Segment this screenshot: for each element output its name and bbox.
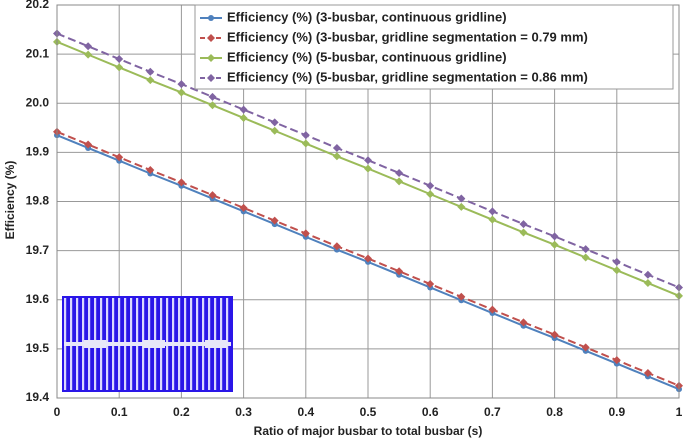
inset-image — [62, 296, 233, 392]
marker — [643, 270, 652, 279]
marker — [239, 113, 248, 122]
marker — [115, 153, 124, 162]
marker — [612, 356, 621, 365]
marker — [395, 177, 404, 186]
marker — [177, 178, 186, 187]
marker — [301, 229, 310, 238]
marker — [519, 220, 528, 229]
marker — [426, 181, 435, 190]
marker — [364, 156, 372, 165]
y-tick-label: 19.5 — [26, 341, 50, 355]
marker — [270, 216, 279, 225]
marker — [488, 305, 497, 314]
y-tick-label: 19.9 — [26, 145, 50, 159]
marker — [239, 203, 248, 212]
marker — [208, 191, 217, 200]
marker — [146, 166, 155, 175]
y-tick-label: 19.7 — [26, 243, 50, 257]
marker — [270, 126, 279, 135]
legend-marker — [207, 54, 215, 62]
marker — [239, 105, 248, 114]
marker — [519, 228, 528, 237]
marker — [395, 169, 404, 178]
marker — [550, 330, 559, 339]
marker — [177, 80, 186, 89]
marker — [115, 63, 124, 72]
plot — [53, 29, 683, 393]
marker — [208, 92, 217, 101]
series-line — [56, 32, 680, 289]
series-line — [56, 130, 680, 387]
x-tick-label: 0.3 — [235, 405, 252, 419]
marker — [146, 67, 155, 76]
marker — [84, 42, 93, 51]
marker — [581, 343, 590, 352]
y-tick-label: 20.0 — [26, 95, 50, 109]
marker — [115, 55, 124, 64]
legend-label: Efficiency (%) (3-busbar, continuous gri… — [227, 9, 507, 24]
legend-marker — [208, 15, 214, 21]
x-tick-label: 0 — [54, 405, 61, 419]
marker — [519, 318, 528, 327]
y-tick-label: 19.6 — [26, 292, 50, 306]
marker — [581, 253, 590, 262]
marker — [550, 232, 559, 241]
x-tick-label: 0.6 — [422, 405, 439, 419]
marker — [84, 140, 93, 149]
legend-label: Efficiency (%) (5-busbar, continuous gri… — [227, 49, 507, 64]
marker — [643, 368, 652, 377]
x-axis-label: Ratio of major busbar to total busbar (s… — [254, 424, 483, 438]
marker — [395, 267, 404, 276]
x-tick-label: 0.5 — [360, 405, 377, 419]
marker — [208, 101, 217, 110]
marker — [301, 131, 310, 140]
y-tick-label: 20.1 — [26, 46, 50, 60]
marker — [581, 245, 590, 254]
marker — [84, 50, 93, 59]
legend-label: Efficiency (%) (3-busbar, gridline segme… — [227, 29, 588, 44]
marker — [488, 215, 497, 224]
marker — [270, 118, 279, 127]
legend-box — [194, 4, 674, 90]
marker — [457, 194, 466, 203]
marker — [301, 139, 310, 148]
marker — [550, 240, 559, 249]
marker — [364, 164, 372, 173]
marker — [332, 152, 341, 161]
x-tick-label: 0.7 — [484, 405, 501, 419]
y-tick-label: 20.2 — [26, 0, 50, 11]
marker — [146, 76, 155, 85]
x-tick-label: 1 — [676, 405, 683, 419]
legend-label: Efficiency (%) (5-busbar, gridline segme… — [227, 69, 588, 84]
marker — [457, 292, 466, 301]
marker — [364, 254, 372, 263]
x-tick-label: 0.8 — [546, 405, 563, 419]
y-axis-label: Efficiency (%) — [3, 161, 17, 240]
x-tick-label: 0.1 — [111, 405, 128, 419]
legend: Efficiency (%) (3-busbar, continuous gri… — [194, 4, 674, 90]
legend-marker — [207, 74, 215, 82]
marker — [643, 279, 652, 288]
y-tick-label: 19.8 — [26, 194, 50, 208]
y-tick-label: 19.4 — [26, 390, 50, 404]
marker — [457, 202, 466, 211]
marker — [426, 190, 435, 199]
x-tick-label: 0.9 — [608, 405, 625, 419]
marker — [332, 143, 341, 152]
marker — [488, 207, 497, 216]
legend-marker — [207, 34, 215, 42]
marker — [177, 88, 186, 97]
x-tick-label: 0.2 — [173, 405, 190, 419]
marker — [426, 280, 435, 289]
marker — [332, 242, 341, 251]
marker — [612, 257, 621, 266]
marker — [612, 266, 621, 275]
x-tick-label: 0.4 — [297, 405, 314, 419]
